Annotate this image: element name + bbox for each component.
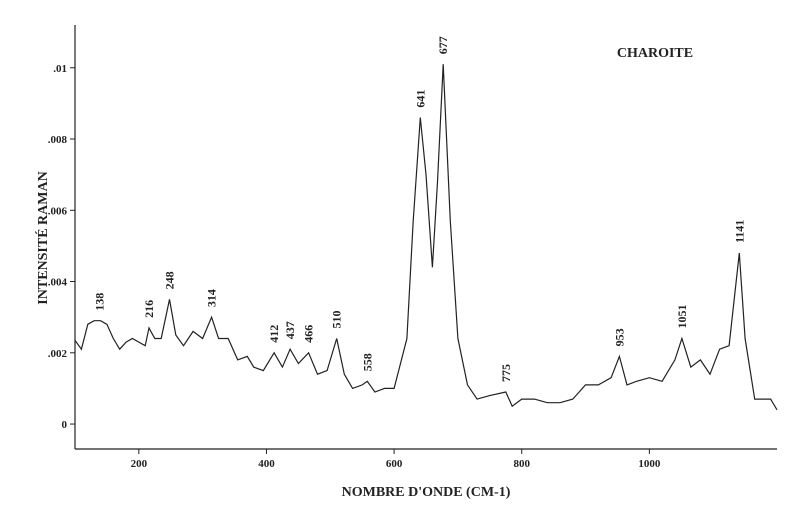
peak-label: 216 <box>142 300 156 318</box>
chart-title: CHAROITE <box>617 46 693 61</box>
y-tick-label: .002 <box>48 348 68 360</box>
y-tick-label: .01 <box>53 63 67 75</box>
y-tick-label: .008 <box>48 134 68 146</box>
spectrum-line <box>74 64 778 411</box>
peak-label: 953 <box>612 328 626 346</box>
x-tick-label: 200 <box>131 458 148 470</box>
peak-label: 641 <box>413 90 427 108</box>
y-tick-label: .006 <box>48 205 68 217</box>
peak-label: 314 <box>205 289 219 307</box>
peak-label: 466 <box>302 325 316 343</box>
y-tick-label: 0 <box>62 419 68 431</box>
peak-label: 775 <box>499 364 513 382</box>
x-tick-label: 1000 <box>638 458 661 470</box>
peak-label: 138 <box>92 293 106 311</box>
x-axis-label: NOMBRE D'ONDE (CM-1) <box>342 485 511 500</box>
peak-label: 1051 <box>675 305 689 329</box>
x-tick-label: 400 <box>258 458 275 470</box>
peak-label: 677 <box>436 36 450 54</box>
peak-label: 558 <box>360 353 374 371</box>
y-axis-label: INTENSITÉ RAMAN <box>34 171 51 304</box>
peak-label: 248 <box>162 271 176 289</box>
x-tick-label: 800 <box>513 458 530 470</box>
peak-label: 1141 <box>732 220 746 243</box>
peak-label: 437 <box>283 321 297 339</box>
x-tick-label: 600 <box>386 458 403 470</box>
peak-label: 412 <box>267 325 281 343</box>
y-tick-label: .004 <box>48 277 68 289</box>
peak-label: 510 <box>330 311 344 329</box>
